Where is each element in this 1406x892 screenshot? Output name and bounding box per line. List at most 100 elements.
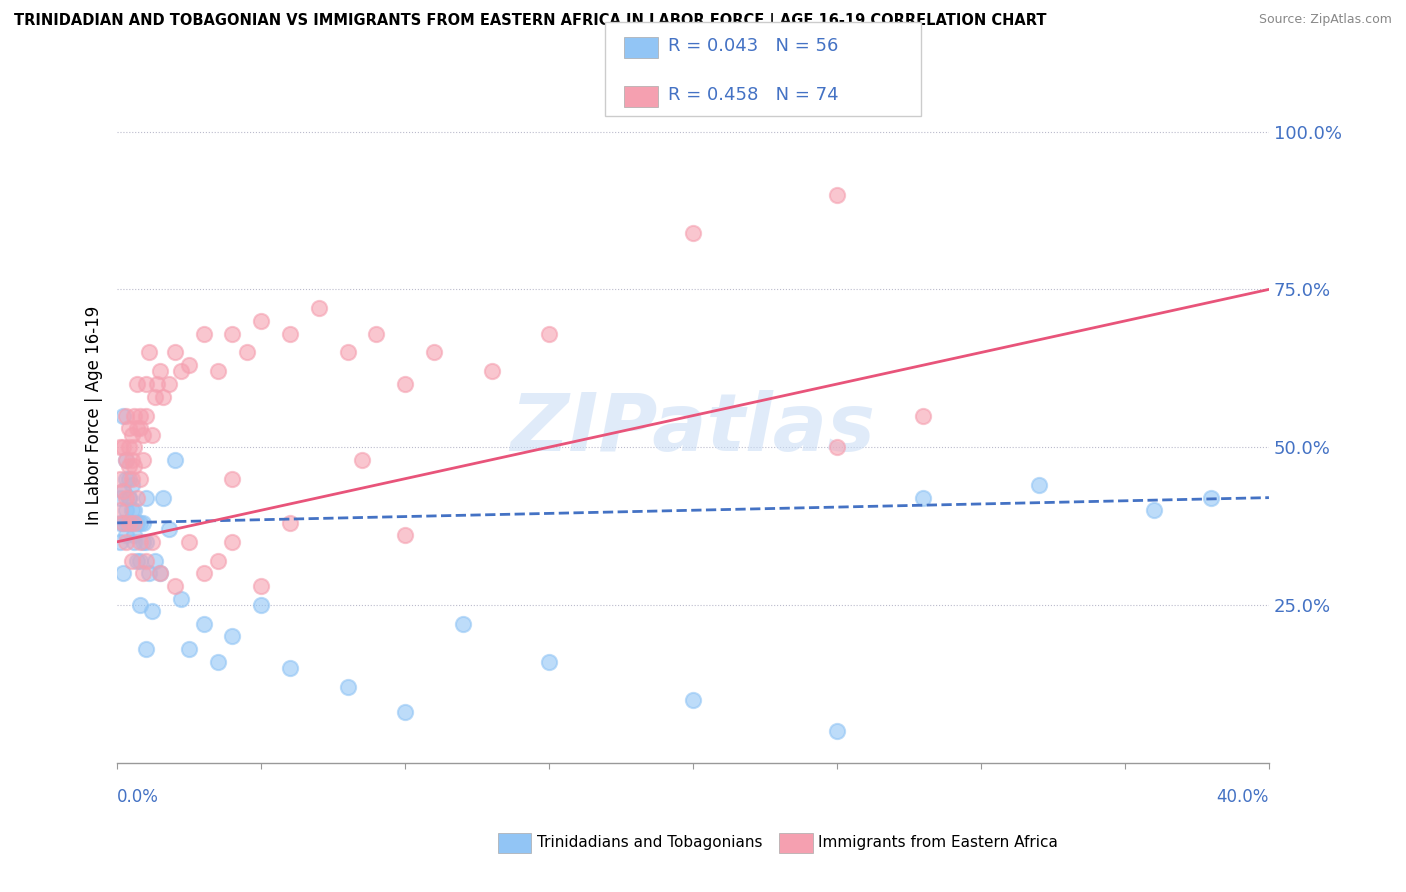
Point — [118, 516, 141, 530]
Point — [111, 440, 134, 454]
Point — [350, 452, 373, 467]
Point — [221, 472, 243, 486]
Point — [193, 326, 215, 341]
Point — [366, 326, 388, 341]
Point — [179, 534, 201, 549]
Point — [111, 516, 134, 530]
Point — [207, 655, 229, 669]
Point — [1143, 503, 1166, 517]
Point — [912, 491, 935, 505]
Text: ZIPatlas: ZIPatlas — [510, 391, 876, 468]
Point — [114, 503, 136, 517]
Point — [118, 472, 141, 486]
Text: R = 0.043   N = 56: R = 0.043 N = 56 — [668, 37, 838, 55]
Point — [135, 377, 157, 392]
Point — [124, 409, 146, 423]
Point — [114, 472, 136, 486]
Point — [538, 655, 561, 669]
Point — [118, 516, 141, 530]
Point — [451, 616, 474, 631]
Point — [108, 472, 131, 486]
Point — [149, 566, 172, 581]
Point — [121, 427, 143, 442]
Point — [129, 472, 152, 486]
Point — [193, 616, 215, 631]
Point — [912, 409, 935, 423]
Point — [278, 516, 301, 530]
Point — [538, 326, 561, 341]
Point — [111, 516, 134, 530]
Point — [127, 516, 149, 530]
Point — [108, 491, 131, 505]
Text: Trinidadians and Tobagonians: Trinidadians and Tobagonians — [537, 836, 762, 850]
Text: R = 0.458   N = 74: R = 0.458 N = 74 — [668, 87, 838, 104]
Text: Source: ZipAtlas.com: Source: ZipAtlas.com — [1258, 13, 1392, 27]
Point — [141, 427, 163, 442]
Point — [163, 579, 186, 593]
Point — [169, 591, 191, 606]
Point — [129, 421, 152, 435]
Point — [336, 345, 359, 359]
Point — [108, 440, 131, 454]
Point — [825, 187, 848, 202]
Point — [250, 598, 273, 612]
Point — [250, 314, 273, 328]
Point — [124, 503, 146, 517]
Point — [146, 377, 169, 392]
Point — [221, 630, 243, 644]
Point — [129, 534, 152, 549]
Point — [114, 528, 136, 542]
Point — [111, 409, 134, 423]
Point — [114, 516, 136, 530]
Point — [221, 534, 243, 549]
Point — [152, 491, 174, 505]
Point — [118, 440, 141, 454]
Point — [141, 604, 163, 618]
Point — [114, 491, 136, 505]
Point — [124, 528, 146, 542]
Point — [124, 440, 146, 454]
Point — [825, 440, 848, 454]
Point — [121, 516, 143, 530]
Point — [111, 484, 134, 499]
Point — [121, 503, 143, 517]
Point — [481, 364, 503, 378]
Point — [118, 491, 141, 505]
Point — [129, 516, 152, 530]
Point — [278, 661, 301, 675]
Point — [108, 503, 131, 517]
Point — [138, 345, 160, 359]
Point — [157, 377, 180, 392]
Point — [825, 724, 848, 739]
Point — [124, 534, 146, 549]
Point — [138, 566, 160, 581]
Point — [132, 534, 155, 549]
Point — [143, 554, 166, 568]
Point — [682, 692, 704, 706]
Point — [132, 566, 155, 581]
Point — [135, 409, 157, 423]
Point — [111, 484, 134, 499]
Point — [108, 534, 131, 549]
Point — [118, 421, 141, 435]
Point — [394, 377, 416, 392]
Point — [207, 554, 229, 568]
Point — [135, 554, 157, 568]
Y-axis label: In Labor Force | Age 16-19: In Labor Force | Age 16-19 — [86, 306, 103, 525]
Point — [127, 421, 149, 435]
Point — [129, 554, 152, 568]
Point — [394, 705, 416, 719]
Point — [193, 566, 215, 581]
Point — [127, 554, 149, 568]
Point — [394, 528, 416, 542]
Point — [250, 579, 273, 593]
Point — [132, 427, 155, 442]
Point — [108, 516, 131, 530]
Point — [114, 452, 136, 467]
Point — [118, 491, 141, 505]
Point — [127, 491, 149, 505]
Point — [149, 566, 172, 581]
Text: 40.0%: 40.0% — [1216, 788, 1270, 805]
Point — [336, 680, 359, 694]
Point — [169, 364, 191, 378]
